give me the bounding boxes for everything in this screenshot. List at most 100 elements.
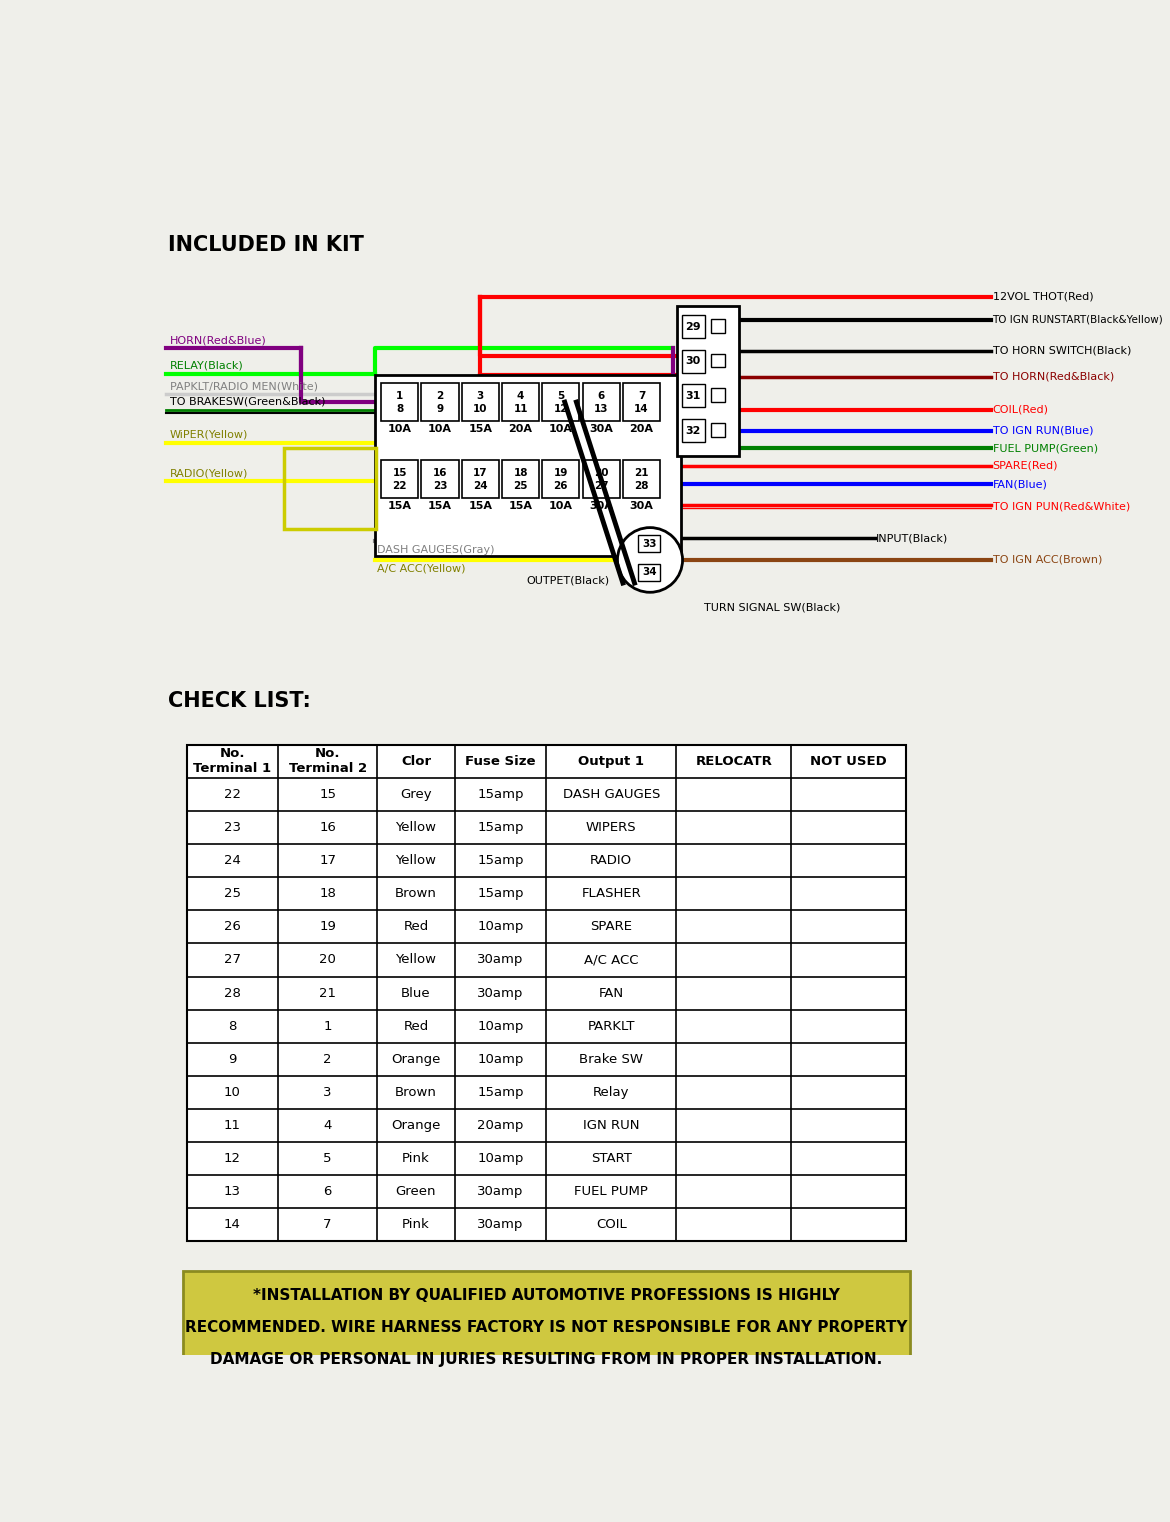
Text: 22: 22 (223, 788, 241, 801)
Text: SPARE(Red): SPARE(Red) (992, 461, 1058, 470)
Text: Yellow: Yellow (395, 854, 436, 868)
Text: RADIO: RADIO (590, 854, 632, 868)
Text: COIL: COIL (596, 1218, 627, 1231)
Text: 17: 17 (473, 467, 488, 478)
Text: 10A: 10A (549, 501, 573, 511)
Text: 28: 28 (634, 481, 648, 492)
Text: NOT USED: NOT USED (810, 755, 887, 767)
Bar (421, 384, 459, 422)
Bar (381, 460, 419, 498)
Text: 10amp: 10amp (477, 1020, 524, 1032)
Text: 30A: 30A (590, 501, 613, 511)
Bar (622, 460, 660, 498)
Text: INCLUDED IN KIT: INCLUDED IN KIT (168, 234, 364, 256)
Text: 15amp: 15amp (477, 788, 524, 801)
Text: 15A: 15A (387, 501, 412, 511)
Text: Yellow: Yellow (395, 953, 436, 966)
Text: RADIO(Yellow): RADIO(Yellow) (170, 469, 248, 478)
Text: 3: 3 (323, 1085, 332, 1099)
Text: 26: 26 (223, 921, 241, 933)
Text: 24: 24 (473, 481, 488, 492)
Bar (183, 1271, 909, 1391)
Text: 30amp: 30amp (477, 953, 524, 966)
Text: 19: 19 (319, 921, 336, 933)
Text: 26: 26 (553, 481, 569, 492)
Text: TO HORN SWITCH(Black): TO HORN SWITCH(Black) (992, 345, 1131, 356)
Text: *INSTALLATION BY QUALIFIED AUTOMOTIVE PROFESSIONS IS HIGHLY: *INSTALLATION BY QUALIFIED AUTOMOTIVE PR… (253, 1288, 840, 1303)
Text: 18: 18 (319, 887, 336, 900)
Text: 15amp: 15amp (477, 820, 524, 834)
Text: WiPER(Yellow): WiPER(Yellow) (170, 429, 248, 440)
Text: WIPERS: WIPERS (586, 820, 636, 834)
Text: 21: 21 (319, 986, 336, 1000)
Text: RECOMMENDED. WIRE HARNESS FACTORY IS NOT RESPONSIBLE FOR ANY PROPERTY: RECOMMENDED. WIRE HARNESS FACTORY IS NOT… (185, 1320, 908, 1335)
Text: 3: 3 (476, 391, 484, 400)
Text: Relay: Relay (593, 1085, 629, 1099)
Text: 10A: 10A (387, 423, 412, 434)
Text: 2: 2 (323, 1053, 332, 1065)
Text: 10A: 10A (428, 423, 452, 434)
Bar (374, 374, 681, 556)
Text: DAMAGE OR PERSONAL IN JURIES RESULTING FROM IN PROPER INSTALLATION.: DAMAGE OR PERSONAL IN JURIES RESULTING F… (211, 1352, 882, 1367)
Text: Yellow: Yellow (395, 820, 436, 834)
Text: 19: 19 (553, 467, 569, 478)
Text: TO IGN RUN(Blue): TO IGN RUN(Blue) (992, 426, 1093, 435)
Text: 12: 12 (223, 1152, 241, 1166)
Text: TO IGN PUN(Red&White): TO IGN PUN(Red&White) (992, 501, 1130, 511)
Text: Output 1: Output 1 (578, 755, 645, 767)
Text: COIL(Red): COIL(Red) (992, 405, 1048, 416)
Text: Fuse Size: Fuse Size (466, 755, 536, 767)
Text: PAPKLT/RADIO MEN(White): PAPKLT/RADIO MEN(White) (170, 382, 317, 391)
Text: 1: 1 (397, 391, 404, 400)
Text: Grey: Grey (400, 788, 432, 801)
Text: 15: 15 (319, 788, 336, 801)
Text: TURN SIGNAL SW(Black): TURN SIGNAL SW(Black) (704, 603, 840, 612)
Text: 7: 7 (638, 391, 645, 400)
Text: 25: 25 (223, 887, 241, 900)
Text: 17: 17 (319, 854, 336, 868)
Text: 15A: 15A (428, 501, 452, 511)
Text: 2: 2 (436, 391, 443, 400)
Text: 28: 28 (223, 986, 241, 1000)
Text: 13: 13 (223, 1186, 241, 1198)
Text: 8: 8 (397, 405, 404, 414)
Text: 5: 5 (323, 1152, 332, 1166)
Text: Orange: Orange (391, 1119, 441, 1132)
Text: 4: 4 (517, 391, 524, 400)
Bar (682, 385, 706, 408)
Bar (711, 320, 725, 333)
Bar (462, 460, 498, 498)
Text: Pink: Pink (402, 1152, 429, 1166)
Text: FUEL PUMP(Green): FUEL PUMP(Green) (992, 443, 1097, 454)
Text: 33: 33 (642, 539, 656, 549)
Bar (639, 536, 660, 552)
Text: IGN RUN: IGN RUN (583, 1119, 640, 1132)
Text: Brake SW: Brake SW (579, 1053, 644, 1065)
Text: 7: 7 (323, 1218, 332, 1231)
Text: 5: 5 (557, 391, 564, 400)
Text: 22: 22 (392, 481, 407, 492)
Text: 20A: 20A (509, 423, 532, 434)
Text: 9: 9 (436, 405, 443, 414)
Text: 14: 14 (223, 1218, 241, 1231)
Text: 15amp: 15amp (477, 887, 524, 900)
Text: 15A: 15A (468, 501, 493, 511)
Text: Clor: Clor (401, 755, 431, 767)
Text: 15: 15 (392, 467, 407, 478)
Text: START: START (591, 1152, 632, 1166)
Text: 10amp: 10amp (477, 1152, 524, 1166)
Text: 13: 13 (594, 405, 608, 414)
Text: OUTPET(Black): OUTPET(Black) (526, 575, 610, 586)
Text: TO IGN ACC(Brown): TO IGN ACC(Brown) (992, 556, 1102, 565)
Text: 6: 6 (598, 391, 605, 400)
Text: Pink: Pink (402, 1218, 429, 1231)
Text: 10amp: 10amp (477, 1053, 524, 1065)
Text: 8: 8 (228, 1020, 236, 1032)
Text: 29: 29 (686, 321, 701, 332)
Bar (542, 384, 579, 422)
Text: FUEL PUMP: FUEL PUMP (574, 1186, 648, 1198)
Text: 16: 16 (319, 820, 336, 834)
Bar (622, 384, 660, 422)
Text: A/C ACC: A/C ACC (584, 953, 639, 966)
Text: 23: 23 (223, 820, 241, 834)
